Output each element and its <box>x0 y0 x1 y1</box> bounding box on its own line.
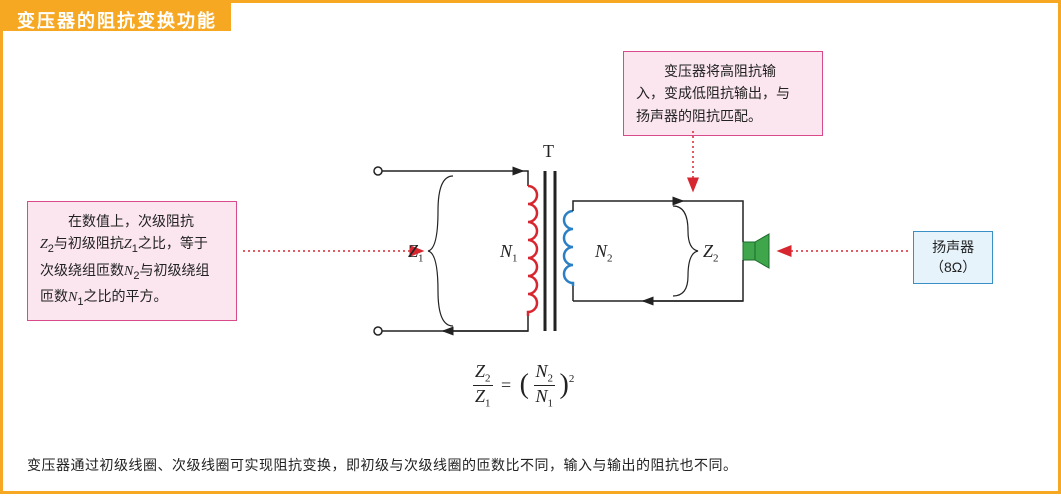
content-area: 在数值上，次级阻抗 Z2与初级阻抗Z1之比，等于 次级绕组匝数N2与初级绕组 匝… <box>3 31 1058 491</box>
terminal-bottom <box>374 327 382 335</box>
label-T: T <box>543 141 554 162</box>
label-N2: N2 <box>595 241 613 265</box>
wire-secondary-top2 <box>683 201 743 241</box>
speaker-icon <box>743 234 769 268</box>
secondary-coil <box>564 211 573 286</box>
wire-primary-bottom <box>382 316 528 331</box>
formula: Z2 Z1 = ( N2 N1 )2 <box>473 361 673 409</box>
figure-container: 变压器的阻抗变换功能 在数值上，次级阻抗 Z2与初级阻抗Z1之比，等于 次级绕组… <box>0 0 1061 494</box>
callout-left-line1: 在数值上，次级阻抗 <box>40 210 224 232</box>
label-Z1: Z1 <box>408 241 424 265</box>
wire-secondary-top <box>573 201 683 211</box>
brace-z1 <box>428 176 453 326</box>
callout-left-line2: Z2与初级阻抗Z1之比，等于 <box>40 232 224 258</box>
callout-left-line3: 次级绕组匝数N2与初级绕组 <box>40 259 224 285</box>
callout-left: 在数值上，次级阻抗 Z2与初级阻抗Z1之比，等于 次级绕组匝数N2与初级绕组 匝… <box>27 201 237 321</box>
terminal-top <box>374 167 382 175</box>
wire-primary-top-corner <box>523 171 528 186</box>
bottom-description: 变压器通过初级线圈、次级线圈可实现阻抗变换，即初级与次级线圈的匝数比不同，输入与… <box>27 455 738 475</box>
primary-coil <box>528 186 537 316</box>
callout-left-line4: 匝数N1之比的平方。 <box>40 285 224 311</box>
label-N1: N1 <box>500 241 518 265</box>
title-row: 变压器的阻抗变换功能 <box>3 3 1058 31</box>
callout-top-line1: 变压器将高阻抗输 <box>636 60 810 82</box>
brace-z2 <box>673 206 698 296</box>
label-Z2: Z2 <box>703 241 719 265</box>
wire-secondary-bottom <box>573 261 743 301</box>
